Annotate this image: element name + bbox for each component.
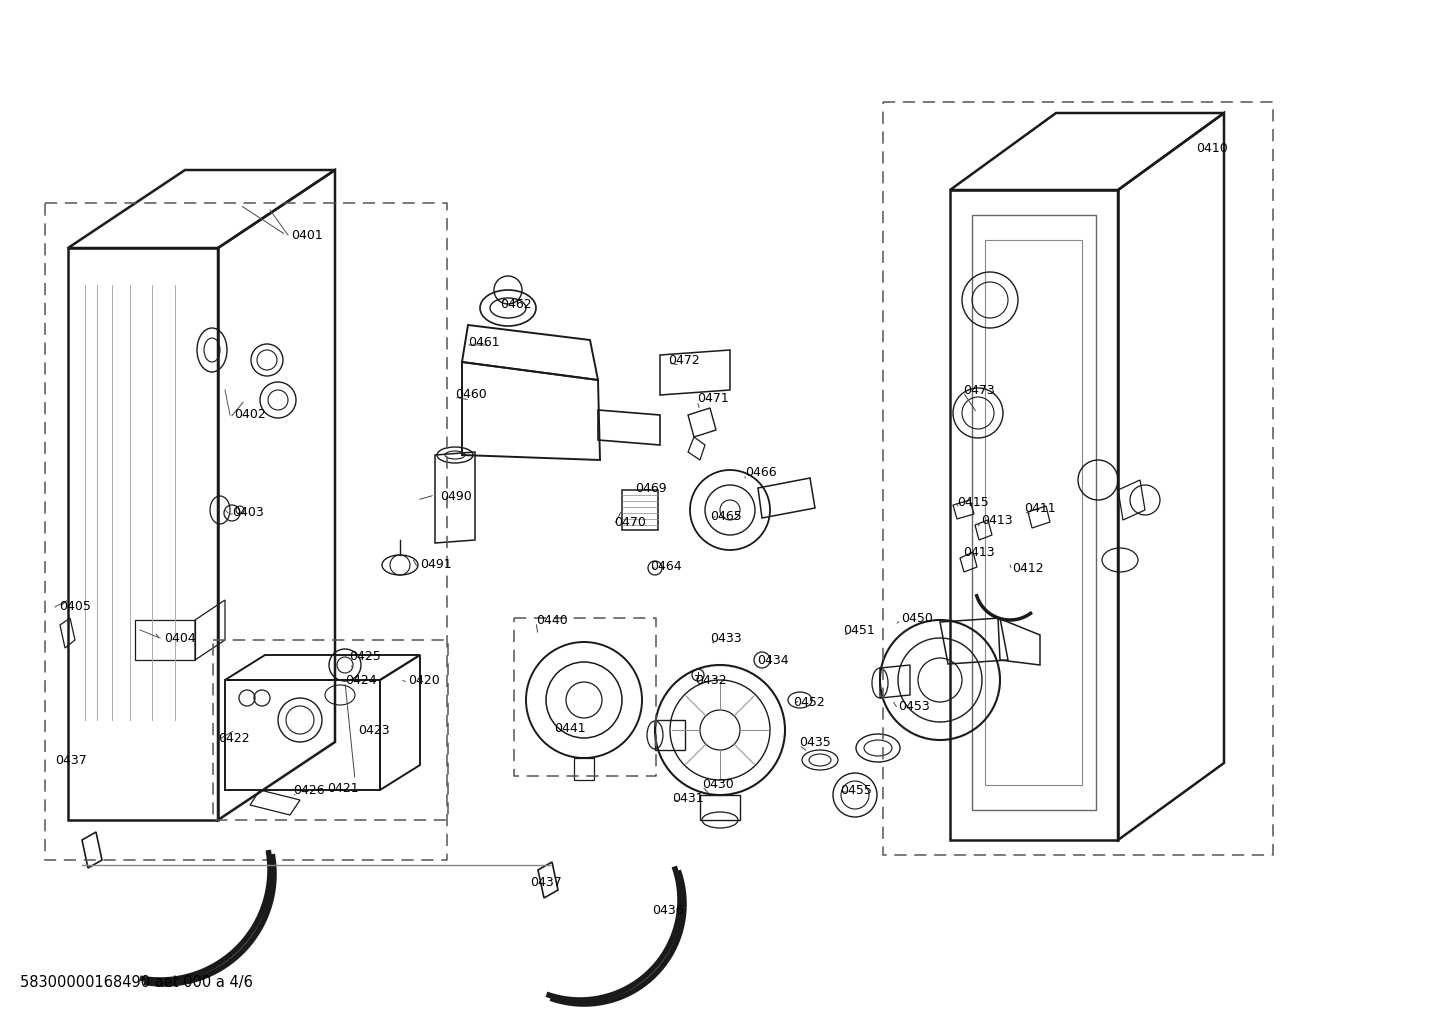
Text: 0412: 0412 (1012, 561, 1044, 575)
Text: 0452: 0452 (793, 696, 825, 708)
Text: 0430: 0430 (702, 777, 734, 791)
Text: 0455: 0455 (841, 784, 872, 797)
Text: 0471: 0471 (696, 392, 728, 406)
Text: 0461: 0461 (469, 336, 499, 350)
Text: 0432: 0432 (695, 674, 727, 687)
Text: 0424: 0424 (345, 674, 376, 687)
Text: 0435: 0435 (799, 737, 831, 750)
Text: 0465: 0465 (709, 510, 741, 523)
Text: 0402: 0402 (234, 409, 265, 422)
Text: 0473: 0473 (963, 383, 995, 396)
Text: 0460: 0460 (456, 388, 487, 401)
Text: 0462: 0462 (500, 298, 532, 311)
Text: 0413: 0413 (963, 546, 995, 559)
Text: 0421: 0421 (327, 783, 359, 796)
Text: 0491: 0491 (420, 558, 451, 572)
Text: 0450: 0450 (901, 611, 933, 625)
Text: 0411: 0411 (1024, 502, 1056, 516)
Text: 0440: 0440 (536, 613, 568, 627)
Text: 0431: 0431 (672, 793, 704, 805)
Text: 0437: 0437 (531, 875, 562, 889)
Text: 0441: 0441 (554, 722, 585, 736)
Text: 0464: 0464 (650, 559, 682, 573)
Text: 0401: 0401 (291, 228, 323, 242)
Text: 0415: 0415 (957, 495, 989, 508)
Text: 0490: 0490 (440, 490, 472, 503)
Text: 0451: 0451 (844, 624, 875, 637)
Text: 0433: 0433 (709, 632, 741, 644)
Text: 0405: 0405 (59, 600, 91, 613)
Text: 0413: 0413 (981, 514, 1012, 527)
Text: 0426: 0426 (293, 784, 324, 797)
Text: 0403: 0403 (232, 506, 264, 520)
Text: 0434: 0434 (757, 653, 789, 666)
Text: 0410: 0410 (1195, 142, 1227, 155)
Text: 0466: 0466 (746, 466, 777, 479)
Text: 0436: 0436 (652, 904, 684, 916)
Text: 0472: 0472 (668, 355, 699, 368)
Text: 0437: 0437 (55, 753, 87, 766)
Text: 58300000168490 aet 000 a 4/6: 58300000168490 aet 000 a 4/6 (20, 975, 252, 990)
Text: 0404: 0404 (164, 632, 196, 644)
Text: 0469: 0469 (634, 482, 666, 494)
Text: 0453: 0453 (898, 700, 930, 713)
Text: 0420: 0420 (408, 674, 440, 687)
Text: 0425: 0425 (349, 649, 381, 662)
Text: 0422: 0422 (218, 732, 249, 745)
Text: 0470: 0470 (614, 517, 646, 530)
Text: 0423: 0423 (358, 723, 389, 737)
